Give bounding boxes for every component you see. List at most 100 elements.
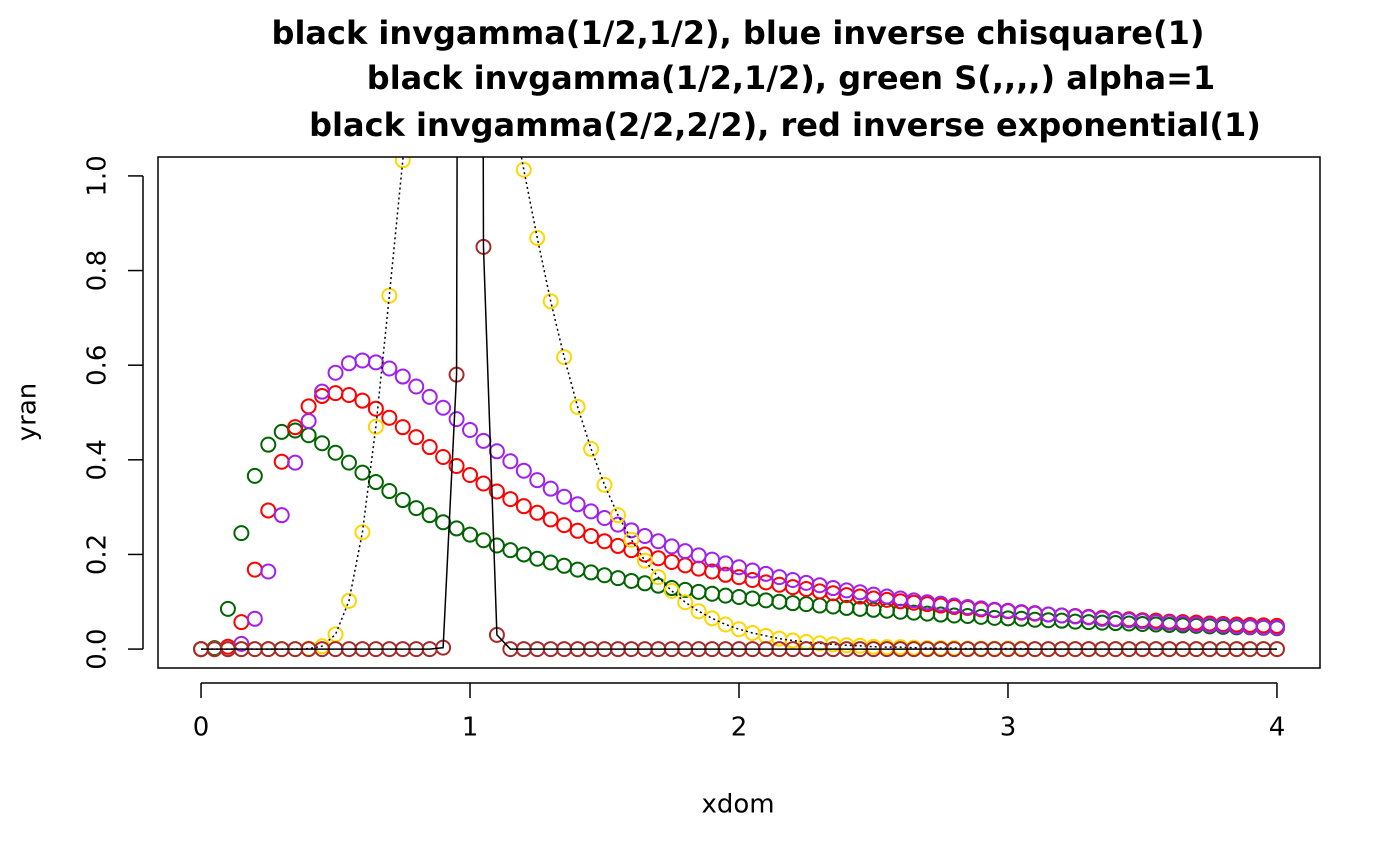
data-point [246, 610, 263, 627]
data-point [354, 392, 371, 409]
data-point [798, 596, 815, 613]
data-point [677, 594, 694, 611]
data-point [287, 454, 304, 471]
data-point [246, 561, 263, 578]
data-point [421, 388, 438, 405]
data-point [609, 516, 626, 533]
data-point [408, 378, 425, 395]
data-point [583, 564, 600, 581]
y-axis-label: yran [13, 383, 43, 442]
data-point [986, 601, 1003, 618]
data-point [475, 475, 492, 492]
data-point [421, 439, 438, 456]
data-point [300, 427, 317, 444]
data-point [663, 554, 680, 571]
data-point [314, 435, 331, 452]
data-point [529, 504, 546, 521]
data-point [717, 587, 734, 604]
y-tick-label: 0.4 [83, 439, 113, 480]
data-point [435, 448, 452, 465]
data-point [448, 520, 465, 537]
data-point [394, 492, 411, 509]
data-point [475, 432, 492, 449]
data-point [959, 598, 976, 615]
data-point [260, 436, 277, 453]
data-point [462, 466, 479, 483]
data-point [488, 443, 505, 460]
data-point [287, 419, 304, 436]
data-point [381, 483, 398, 500]
data-point [233, 525, 250, 542]
data-point [246, 467, 263, 484]
data-point [462, 526, 479, 543]
data-point [394, 157, 411, 169]
data-point [327, 364, 344, 381]
data-point [731, 559, 747, 576]
data-point [529, 229, 546, 246]
data-point [878, 588, 895, 605]
data-point [542, 480, 559, 497]
data-point [300, 398, 317, 415]
data-point [757, 565, 774, 582]
data-point [623, 572, 640, 589]
data-point [596, 476, 613, 493]
density-line [201, 157, 1277, 650]
data-point [596, 567, 613, 584]
data-point [677, 543, 694, 560]
data-point [744, 590, 761, 607]
plot-area [193, 157, 1285, 658]
data-point [609, 570, 626, 587]
data-point [340, 355, 357, 372]
data-point [448, 411, 465, 428]
chart-title: black invgamma(1/2,1/2), green S(,,,,) a… [367, 59, 1215, 97]
data-point [636, 552, 653, 569]
data-point [636, 575, 653, 592]
data-point [704, 610, 721, 627]
data-point [757, 592, 774, 609]
y-tick-label: 0.0 [83, 628, 113, 669]
data-point [556, 557, 573, 574]
data-point [394, 419, 411, 436]
data-point [556, 349, 573, 366]
data-point [690, 583, 707, 600]
data-point [623, 522, 640, 539]
y-tick-label: 0.6 [83, 345, 113, 386]
data-point [690, 547, 707, 564]
data-point [340, 454, 357, 471]
data-point [367, 354, 384, 371]
data-point [596, 533, 613, 550]
data-point [973, 600, 990, 617]
data-point [650, 550, 667, 567]
data-point [731, 621, 747, 638]
data-point [717, 616, 734, 633]
data-point [542, 554, 559, 571]
data-point [623, 531, 640, 548]
data-point [327, 444, 344, 461]
data-point [650, 569, 667, 586]
data-point [556, 517, 573, 534]
data-point [435, 399, 452, 416]
data-point [1268, 619, 1285, 636]
data-point [569, 561, 586, 578]
data-point [515, 161, 532, 178]
data-point [448, 457, 465, 474]
data-point [327, 385, 344, 402]
y-tick-label: 0.8 [83, 250, 113, 291]
x-axis-label: xdom [701, 790, 774, 820]
data-point [663, 538, 680, 555]
x-tick-label: 2 [731, 713, 748, 743]
x-tick-label: 0 [193, 713, 210, 743]
data-point [690, 603, 707, 620]
data-point [354, 524, 371, 541]
data-point [811, 597, 828, 614]
data-point [260, 563, 277, 580]
data-point [878, 591, 895, 608]
data-point [744, 562, 761, 579]
data-point [394, 368, 411, 385]
data-point [731, 589, 747, 606]
x-tick-label: 1 [462, 713, 479, 743]
data-point [340, 386, 357, 403]
data-point [408, 429, 425, 446]
data-point [650, 533, 667, 550]
